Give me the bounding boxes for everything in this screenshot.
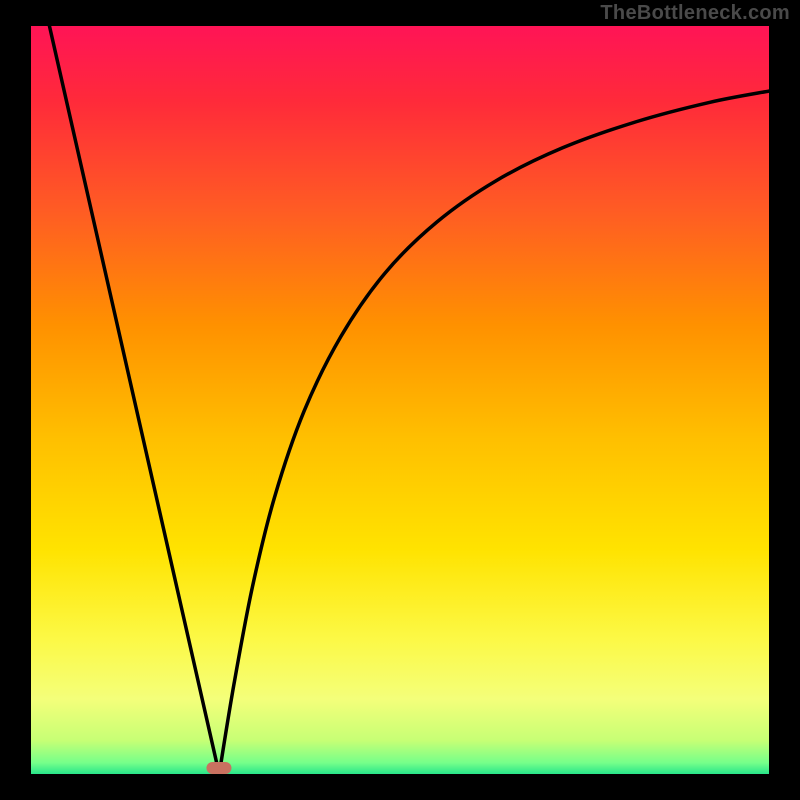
plot-area [31, 26, 769, 774]
watermark-text: TheBottleneck.com [600, 2, 790, 25]
chart-frame: TheBottleneck.com [0, 0, 800, 800]
minimum-marker [207, 762, 232, 774]
gradient-background [31, 26, 769, 774]
